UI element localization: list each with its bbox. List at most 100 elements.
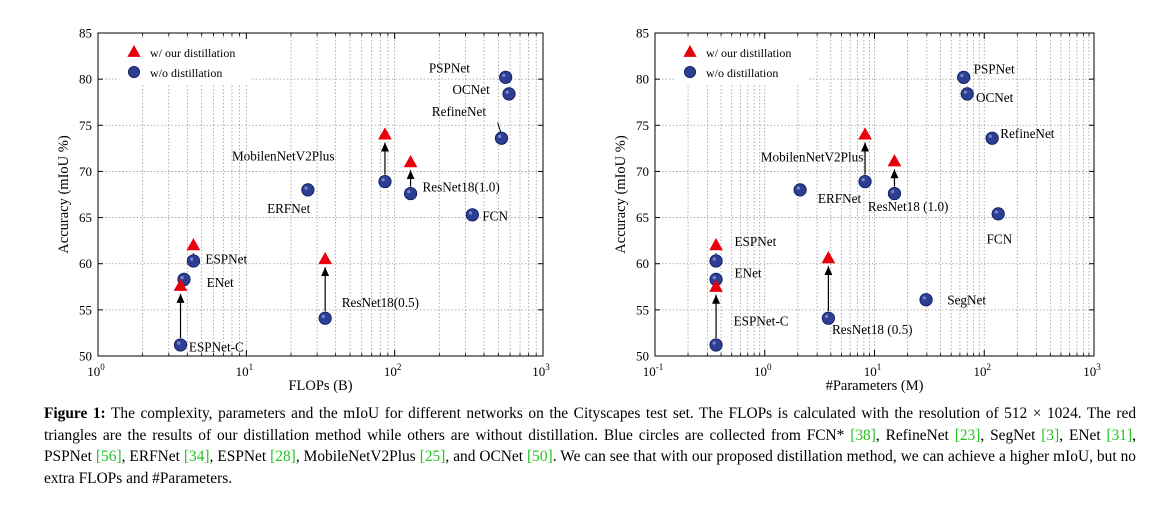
y-axis-label: Accuracy (mIoU %) [56,135,72,254]
legend-label-with: w/ our distillation [150,46,235,60]
label-leader-line [497,122,502,133]
y-tick-label: 70 [636,164,649,179]
point-annotation: FCN [482,208,508,223]
data-point-circle [709,254,723,268]
y-tick-label: 85 [636,26,649,41]
data-point-highlight [502,73,506,78]
data-point-triangle [186,238,201,251]
point-annotation: SegNet [947,292,986,307]
plot-frame [654,32,1095,357]
citation-link[interactable]: [38] [850,426,876,444]
data-point-highlight [190,257,194,261]
data-point-highlight [712,341,716,345]
x-tick-label: 100 [754,362,772,379]
citation-link[interactable]: [23] [954,426,981,444]
data-point-circle [985,131,999,145]
citation-link[interactable]: [3] [1041,426,1060,444]
x-tick-label: 101 [236,362,253,379]
caption-text: . We can see that with our proposed dist… [44,448,1136,487]
data-point-circle [499,70,513,84]
legend-circle-marker [127,66,140,79]
caption-text: , PSPNet [44,426,1136,466]
x-axis-label: FLOPs (B) [288,378,352,394]
data-point-triangle [709,238,723,251]
citation-link[interactable]: [56] [95,448,122,465]
x-tick-exponent: 3 [1096,362,1101,372]
y-tick-label: 55 [79,302,92,317]
point-annotation: OCNet [976,90,1014,105]
data-point-triangle [858,127,872,140]
y-tick-label: 85 [79,26,92,41]
point-annotation: ResNet18(0.5) [342,295,419,310]
data-point-circle [318,311,332,325]
data-point-triangle [887,154,902,167]
data-point-circle [858,174,872,189]
y-tick-label: 80 [79,72,92,87]
x-tick-label: 102 [974,362,992,379]
data-point-highlight [994,210,998,214]
point-annotation: ENet [207,275,234,290]
data-point-circle [186,254,201,268]
x-tick-label: 101 [864,362,882,379]
data-point-highlight [468,211,473,215]
data-point-highlight [304,186,308,190]
y-tick-label: 65 [636,210,649,225]
legend-box [119,39,251,85]
caption-text: , and OCNet [445,448,528,465]
data-point-highlight [498,134,502,139]
citation-link[interactable]: [34] [183,448,210,465]
citation-link[interactable]: [50] [527,448,553,465]
data-point-circle [957,70,971,84]
point-annotation: ResNet18(1.0) [422,180,499,195]
x-tick-exponent: 1 [877,362,882,372]
data-point-circle [821,311,835,325]
data-point-highlight [960,73,964,78]
y-tick-label: 75 [79,118,92,133]
data-point-circle [919,293,933,307]
y-tick-label: 50 [636,349,649,364]
point-annotation: ENet [734,266,761,281]
point-annotation: PSPNet [974,62,1015,77]
citation-link[interactable]: [31] [1106,426,1133,444]
data-point-circle [465,208,479,222]
data-point-circle [494,131,509,145]
y-axis-label: Accuracy (mIoU %) [613,135,629,254]
legend-label-without: w/o distillation [706,66,778,80]
y-tick-label: 75 [636,118,649,133]
point-annotation: ResNet18 (1.0) [868,199,949,214]
x-axis-label: #Parameters (M) [826,378,924,394]
point-annotation: ResNet18 (0.5) [832,322,913,337]
data-point-highlight [861,178,865,182]
citation-link[interactable]: [25] [419,448,446,465]
data-point-circle [301,183,315,197]
y-tick-label: 65 [79,210,92,225]
caption-text: , SegNet [980,426,1042,444]
point-annotation: PSPNet [429,61,470,76]
legend: w/ our distillation w/o distillation [119,39,251,85]
data-point-circle [991,207,1005,221]
data-point-highlight [177,341,181,345]
point-annotation: MobilenNetV2Plus [761,149,864,164]
data-point-circle [960,87,974,101]
caption-text: , ENet [1059,426,1107,444]
caption-label: Figure 1: [44,405,106,422]
point-annotation: ESPNet [205,252,247,267]
citation-link[interactable]: [28] [270,448,296,465]
point-annotation: MobilenNetV2Plus [232,148,335,163]
x-tick-exponent: 2 [397,362,402,372]
data-point-highlight [180,276,184,280]
data-point-circle [793,183,807,197]
x-tick-label: 102 [384,362,402,379]
caption-text: , RefineNet [875,426,955,444]
data-point-circle [403,186,418,201]
y-tick-label: 70 [79,164,92,179]
data-point-triangle [173,278,188,291]
data-point-triangle [403,155,418,168]
data-point-triangle [821,250,836,264]
point-annotation: ERFNet [818,191,862,206]
y-tick-label: 60 [79,256,92,271]
data-point-highlight [505,90,509,94]
x-tick-label: 10-1 [643,362,664,379]
legend: w/ our distillation w/o distillation [675,39,807,85]
